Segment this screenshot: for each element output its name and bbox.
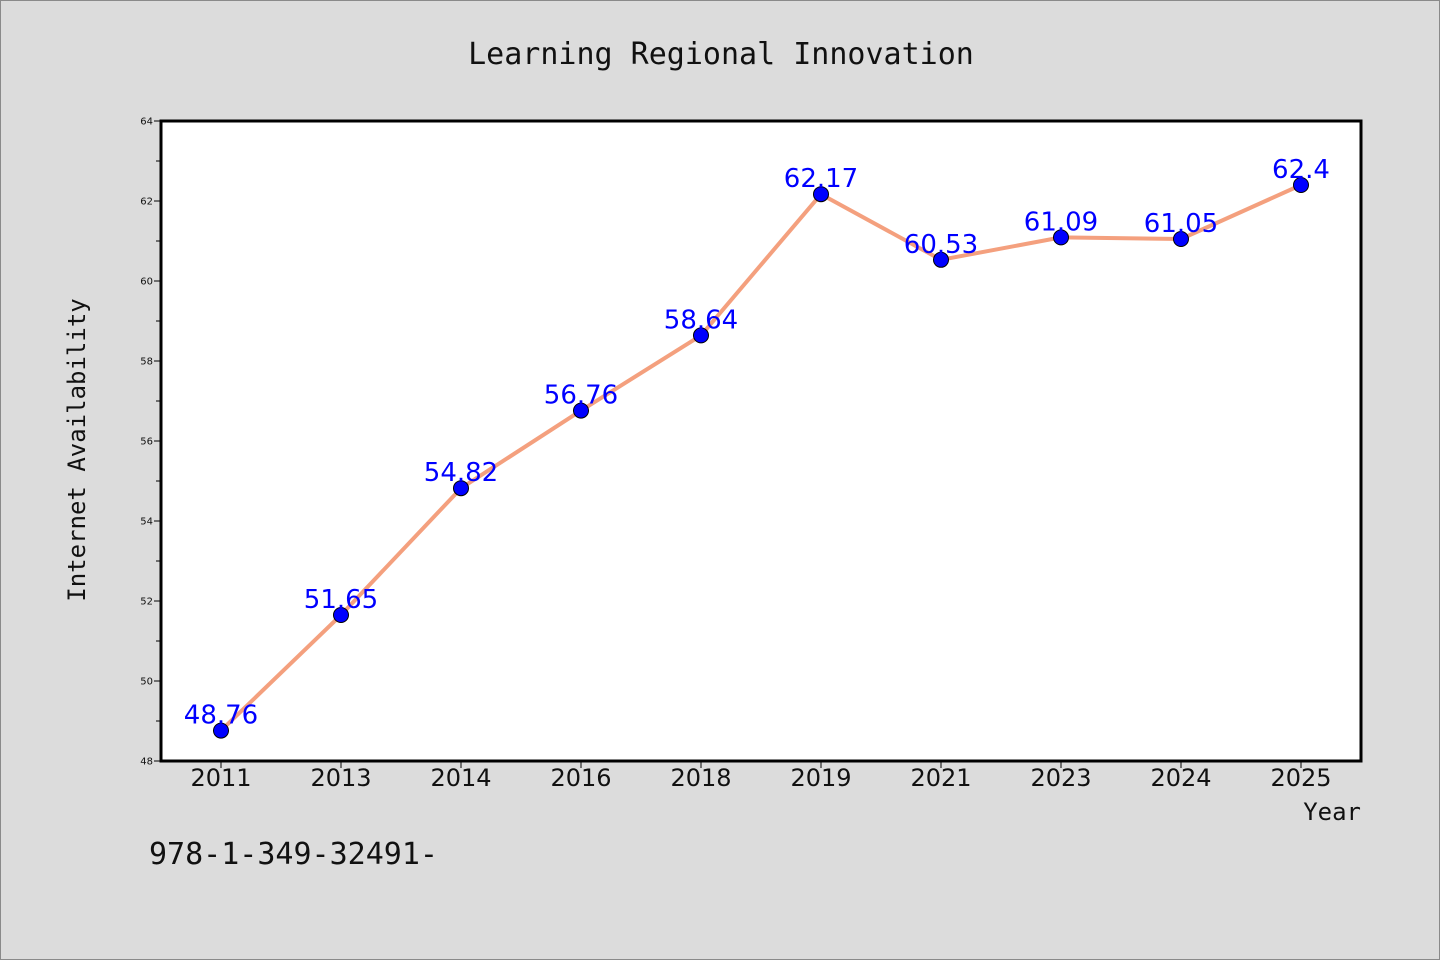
series-line-group xyxy=(219,183,1303,733)
data-label: 56.76 xyxy=(544,381,618,411)
data-label: 54.82 xyxy=(424,458,498,488)
x-tick-label: 2021 xyxy=(910,764,971,792)
x-tick-label: 2025 xyxy=(1270,764,1331,792)
y-tick-label: 54 xyxy=(140,517,153,528)
data-point xyxy=(813,186,829,203)
x-tick-label: 2024 xyxy=(1150,764,1211,792)
data-label: 61.09 xyxy=(1024,207,1098,237)
isbn-text: 978-1-349-32491- xyxy=(149,837,438,872)
y-tick-label: 50 xyxy=(140,677,153,688)
data-label: 62.17 xyxy=(784,164,858,194)
x-tick-label: 2014 xyxy=(430,764,491,792)
data-label: 60.53 xyxy=(904,230,978,260)
data-point xyxy=(1173,231,1189,247)
series-line xyxy=(219,183,1303,733)
x-tick-label: 2018 xyxy=(670,764,731,792)
plot-area xyxy=(161,121,1361,761)
x-tick-label: 2023 xyxy=(1030,764,1091,792)
y-axis-ticks: 48 50 52 54 56 58 60 62 64 xyxy=(140,117,161,768)
y-tick-label: 62 xyxy=(140,197,153,208)
data-label: 58.64 xyxy=(664,305,738,335)
y-tick-label: 58 xyxy=(140,357,153,368)
data-point xyxy=(573,402,589,419)
x-axis-label: Year xyxy=(1303,798,1361,826)
x-tick-label: 2013 xyxy=(310,764,371,792)
x-tick-label: 2019 xyxy=(790,764,851,792)
y-tick-label: 52 xyxy=(140,597,153,608)
data-points-group xyxy=(213,177,1309,739)
data-point xyxy=(1293,177,1309,193)
data-point xyxy=(933,251,949,268)
x-tick-label: 2016 xyxy=(550,764,611,792)
data-point xyxy=(213,722,229,739)
y-axis-label: Internet Availability xyxy=(63,298,91,601)
x-axis-ticks: 2011 2013 2014 2016 2018 2019 2021 2023 2024 2025 xyxy=(190,761,1332,792)
y-tick-label: 48 xyxy=(140,757,153,768)
y-tick-label: 56 xyxy=(140,437,153,448)
data-label: 62.4 xyxy=(1272,155,1330,185)
data-label: 61.05 xyxy=(1144,209,1218,239)
x-tick-label: 2011 xyxy=(190,764,251,792)
data-labels-group: 48.76 51.65 54.82 56.76 58.64 62.17 60.53 61.09… xyxy=(184,155,1330,731)
y-tick-label: 60 xyxy=(140,277,153,288)
data-point xyxy=(333,607,349,623)
data-point xyxy=(693,327,709,344)
y-tick-label: 64 xyxy=(140,117,153,128)
data-point xyxy=(1053,229,1069,246)
plot-frame xyxy=(159,119,1363,763)
data-label: 51.65 xyxy=(304,585,378,615)
data-label: 48.76 xyxy=(184,701,258,731)
data-point xyxy=(453,480,469,497)
chart-title: Learning Regional Innovation xyxy=(468,37,974,72)
